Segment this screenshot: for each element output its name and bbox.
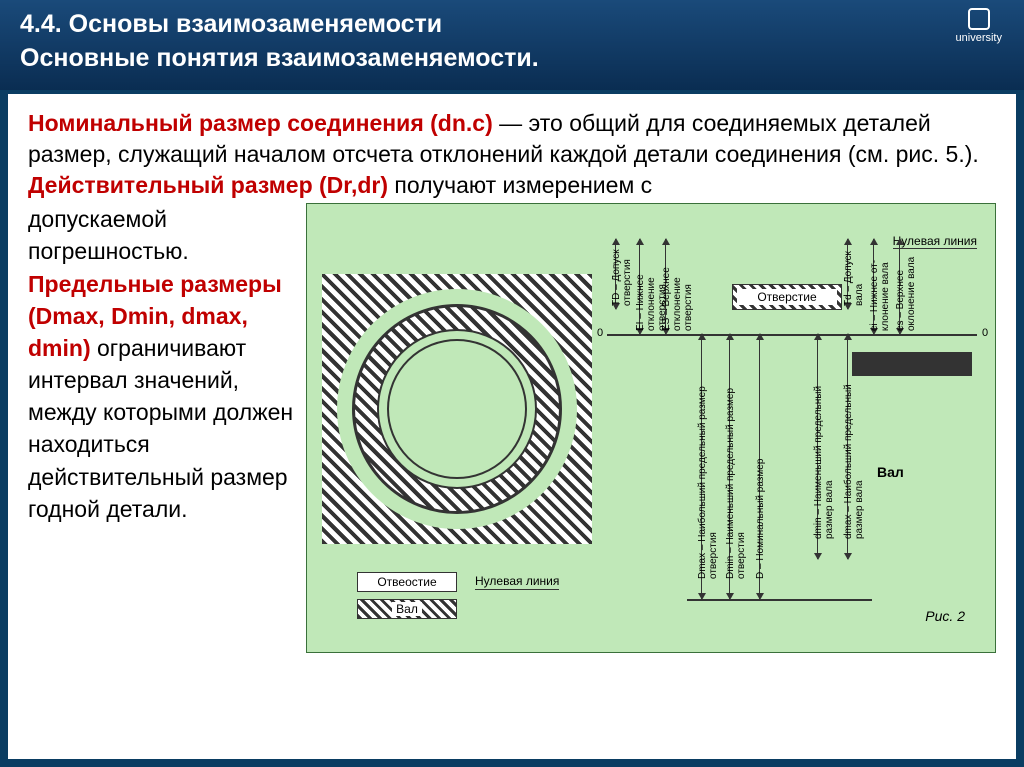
text-left-a: допускаемой погрешностью. bbox=[28, 206, 189, 264]
zero-right: 0 bbox=[982, 327, 988, 339]
paragraph-1: Номинальный размер соединения (dn.c) — э… bbox=[28, 108, 996, 170]
university-logo: university bbox=[956, 8, 1002, 44]
slide-content: Номинальный размер соединения (dn.c) — э… bbox=[8, 94, 1016, 759]
hole-label: Отверстие bbox=[737, 289, 837, 305]
dim-label: Dmax – Наибольший предельный размер отве… bbox=[697, 354, 719, 579]
section-number: 4.4. Основы взаимозаменяемости bbox=[20, 10, 442, 38]
dim-label: ei – Нижнее от-клонение вала bbox=[869, 242, 891, 331]
dim-label: es – Верхнее оклонение вала bbox=[895, 242, 917, 331]
dim-label: dmax – Наибольший предельный размер вала bbox=[843, 354, 865, 539]
zero-line-label-bottom: Нулевая линия bbox=[475, 574, 559, 590]
dim-label: ES – Верхнее отклонение отверстия bbox=[661, 242, 694, 331]
zero-left: 0 bbox=[597, 327, 603, 339]
dim-base-shaft bbox=[802, 599, 872, 601]
figure-caption: Рис. 2 bbox=[925, 608, 965, 624]
shaft-label: Вал bbox=[877, 464, 904, 480]
section-subtitle: Основные понятия взаимозаменяемости. bbox=[20, 44, 539, 72]
legend-hole: Отвеостие bbox=[357, 572, 457, 592]
dim-label: Td – Допуск вала bbox=[843, 242, 865, 306]
slide-header: 4.4. Основы взаимозаменяемости Основные … bbox=[0, 0, 1024, 90]
logo-icon bbox=[968, 8, 990, 30]
dim-label: Dmin – Наименьший предельный размер отве… bbox=[725, 354, 747, 579]
left-column: допускаемой погрешностью. Предельные раз… bbox=[28, 203, 294, 653]
hole-tolerance-block: Отверстие bbox=[732, 284, 842, 310]
text-2: получают измерением с bbox=[388, 172, 652, 198]
ring-inner bbox=[387, 339, 527, 479]
text-left-b: ограничивают интервал значений, между ко… bbox=[28, 335, 293, 522]
shaft-tolerance-block bbox=[852, 352, 972, 376]
tolerance-diagram: Отвеостие Вал Нулевая линия 0 0 Нулевая … bbox=[306, 203, 996, 653]
dim-label: D – Номинальный размер bbox=[755, 354, 766, 579]
dim-label: TD – Допуск отверстия bbox=[611, 242, 633, 306]
paragraph-2: Действительный размер (Dr,dr) получают и… bbox=[28, 170, 996, 201]
logo-text: university bbox=[956, 32, 1002, 44]
term-nominal: Номинальный размер соединения (dn.c) bbox=[28, 110, 493, 136]
term-actual: Действительный размер (Dr,dr) bbox=[28, 172, 388, 198]
legend-shaft: Вал bbox=[357, 599, 457, 619]
dim-label: dmin – Наименьший предельный размер вала bbox=[813, 354, 835, 539]
